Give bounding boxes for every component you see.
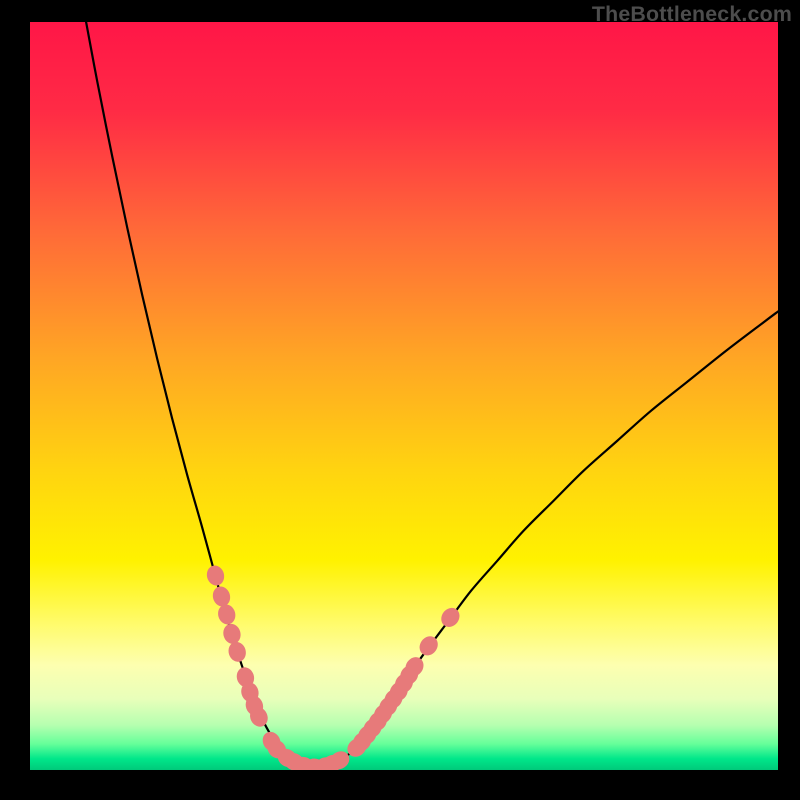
chart-svg	[30, 22, 778, 770]
watermark-text: TheBottleneck.com	[592, 2, 792, 27]
gradient-background	[30, 22, 778, 770]
stage: TheBottleneck.com	[0, 0, 800, 800]
plot-area	[30, 22, 778, 770]
